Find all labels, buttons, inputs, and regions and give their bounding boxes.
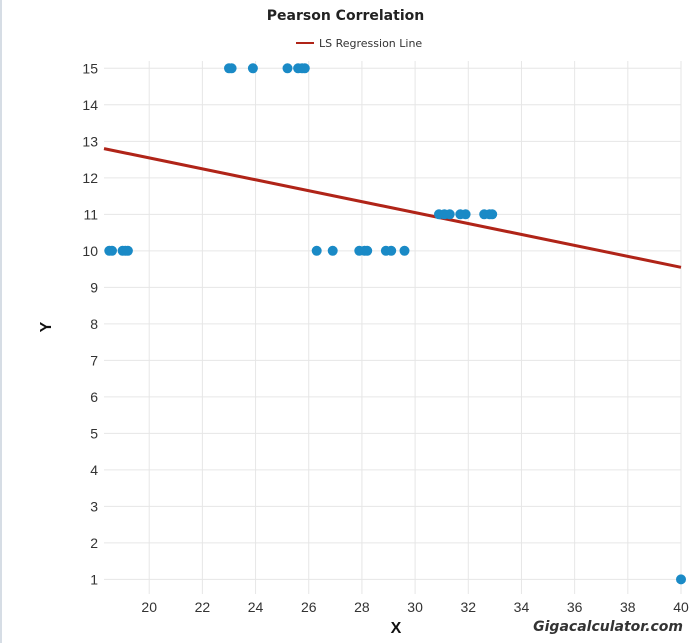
axes: 20 22 24 26 28 30 32 34 36 38 40123456789101112131… bbox=[82, 60, 689, 615]
x-axis-label: X bbox=[391, 620, 402, 637]
x-tick-label: 24 bbox=[248, 599, 264, 615]
watermark: Gigacalculator.com bbox=[533, 619, 683, 635]
y-tick-label: 2 bbox=[90, 535, 98, 551]
x-tick-label: 32 bbox=[460, 599, 476, 615]
y-tick-label: 9 bbox=[90, 279, 98, 295]
y-tick-label: 5 bbox=[90, 425, 98, 441]
y-tick-label: 10 bbox=[82, 243, 98, 259]
data-point bbox=[460, 209, 471, 220]
y-tick-label: 6 bbox=[90, 389, 98, 405]
legend-entry-regression: LS Regression Line bbox=[319, 37, 422, 50]
data-point bbox=[362, 245, 373, 256]
data-point bbox=[122, 245, 133, 256]
y-tick-label: 4 bbox=[90, 462, 98, 478]
y-tick-label: 7 bbox=[90, 352, 98, 368]
data-point bbox=[282, 63, 293, 74]
y-tick-label: 15 bbox=[82, 60, 98, 76]
y-tick-label: 14 bbox=[82, 97, 98, 113]
x-tick-label: 20 bbox=[141, 599, 157, 615]
x-tick-label: 38 bbox=[620, 599, 636, 615]
data-point bbox=[299, 63, 310, 74]
x-tick-label: 40 bbox=[673, 599, 689, 615]
left-border bbox=[0, 0, 2, 643]
y-tick-label: 1 bbox=[90, 571, 98, 587]
x-tick-label: 34 bbox=[514, 599, 530, 615]
data-point bbox=[386, 245, 397, 256]
x-tick-label: 22 bbox=[195, 599, 211, 615]
x-tick-label: 36 bbox=[567, 599, 583, 615]
regression-line-group bbox=[103, 147, 682, 269]
x-tick-label: 28 bbox=[354, 599, 370, 615]
y-axis-label: Y bbox=[38, 321, 55, 332]
y-tick-label: 11 bbox=[83, 206, 98, 222]
x-tick-label: 30 bbox=[407, 599, 423, 615]
regression-line bbox=[103, 147, 682, 269]
y-tick-label: 13 bbox=[82, 133, 98, 149]
data-point bbox=[487, 209, 498, 220]
data-point bbox=[399, 245, 410, 256]
data-point bbox=[327, 245, 338, 256]
data-point bbox=[226, 63, 237, 74]
x-tick-label: 26 bbox=[301, 599, 317, 615]
data-point bbox=[107, 245, 117, 256]
chart-title: Pearson Correlation bbox=[266, 8, 425, 24]
legend: LS Regression Line bbox=[296, 37, 422, 50]
grid bbox=[104, 61, 682, 594]
y-tick-label: 3 bbox=[90, 498, 98, 514]
y-tick-label: 8 bbox=[90, 316, 98, 332]
data-point bbox=[676, 574, 686, 585]
data-points bbox=[104, 63, 686, 585]
data-point bbox=[311, 245, 322, 256]
y-tick-label: 12 bbox=[82, 170, 98, 186]
data-point bbox=[247, 63, 258, 74]
data-point bbox=[444, 209, 455, 220]
